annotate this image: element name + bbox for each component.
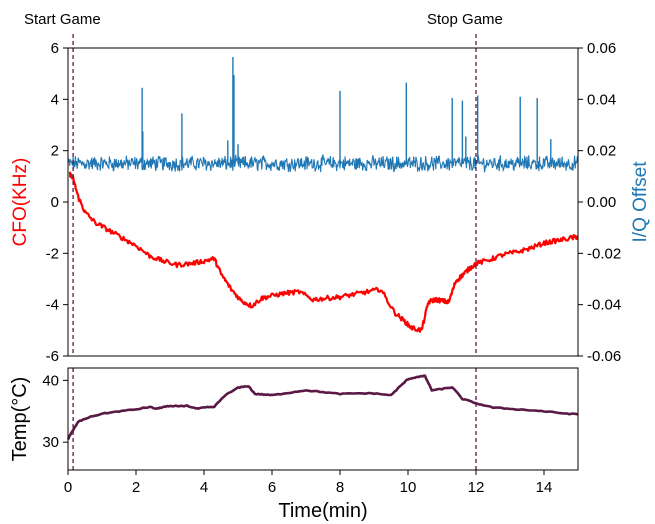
bottom-panel: 30 40 0 2 4 6 8 10 12 14 Temp(°C) Time(min): [9, 367, 579, 522]
cfo-tick-label: -2: [46, 245, 59, 262]
top-panel: -6 -4 -2 0 2 4 6 -0.06 -0.04 -0.02 0.00 0.02 0.04 0.…: [10, 34, 651, 365]
cfo-tick-label: -4: [46, 297, 59, 314]
time-axis-ticks: 0 2 4 6 8 10 12 14: [64, 470, 553, 496]
start-game-label: Start Game: [24, 11, 101, 28]
time-tick-label: 6: [268, 479, 276, 496]
cfo-axis-label: CFO(KHz): [10, 158, 31, 247]
cfo-layer: [68, 171, 579, 333]
time-tick-label: 8: [336, 479, 344, 496]
iq-tick-label: -0.06: [587, 348, 621, 365]
time-tick-label: 0: [64, 479, 72, 496]
time-tick-label: 2: [132, 479, 140, 496]
temp-axis-label: Temp(°C): [9, 377, 31, 462]
iq-tick-label: 0.02: [587, 143, 616, 160]
cfo-tick-label: 6: [51, 40, 59, 57]
event-markers-bottom: [72, 368, 477, 470]
iq-tick-label: 0.00: [587, 194, 616, 211]
top-plot-frame: [67, 47, 579, 357]
iq-tick-label: -0.02: [587, 245, 621, 262]
stop-game-label: Stop Game: [427, 11, 503, 28]
time-tick-label: 10: [400, 479, 417, 496]
iq-offset-line: [67, 153, 579, 173]
event-markers-top: [72, 34, 477, 356]
temp-axis-ticks: 30 40: [42, 372, 68, 451]
time-tick-label: 4: [200, 479, 208, 496]
cfo-tick-label: 0: [51, 194, 59, 211]
iq-tick-label: 0.04: [587, 91, 616, 108]
temp-tick-label: 40: [42, 372, 59, 389]
time-tick-label: 14: [536, 479, 553, 496]
cfo-line: [68, 171, 579, 333]
time-axis-label: Time(min): [278, 500, 367, 522]
iq-tick-label: 0.06: [587, 40, 616, 57]
cfo-tick-label: -6: [46, 348, 59, 365]
iq-axis-ticks: -0.06 -0.04 -0.02 0.00 0.02 0.04 0.06: [578, 40, 621, 365]
temperature-line: [66, 374, 579, 440]
iq-offset-layer: [67, 56, 579, 173]
cfo-axis-ticks: -6 -4 -2 0 2 4 6: [46, 40, 68, 365]
bottom-plot-frame: [67, 367, 579, 471]
temp-tick-label: 30: [42, 434, 59, 451]
time-tick-label: 12: [468, 479, 485, 496]
iq-offset-axis-label: I/Q Offset: [630, 161, 651, 243]
temperature-layer: [66, 374, 579, 440]
iq-tick-label: -0.04: [587, 297, 621, 314]
cfo-tick-label: 2: [51, 143, 59, 160]
cfo-tick-label: 4: [51, 91, 59, 108]
